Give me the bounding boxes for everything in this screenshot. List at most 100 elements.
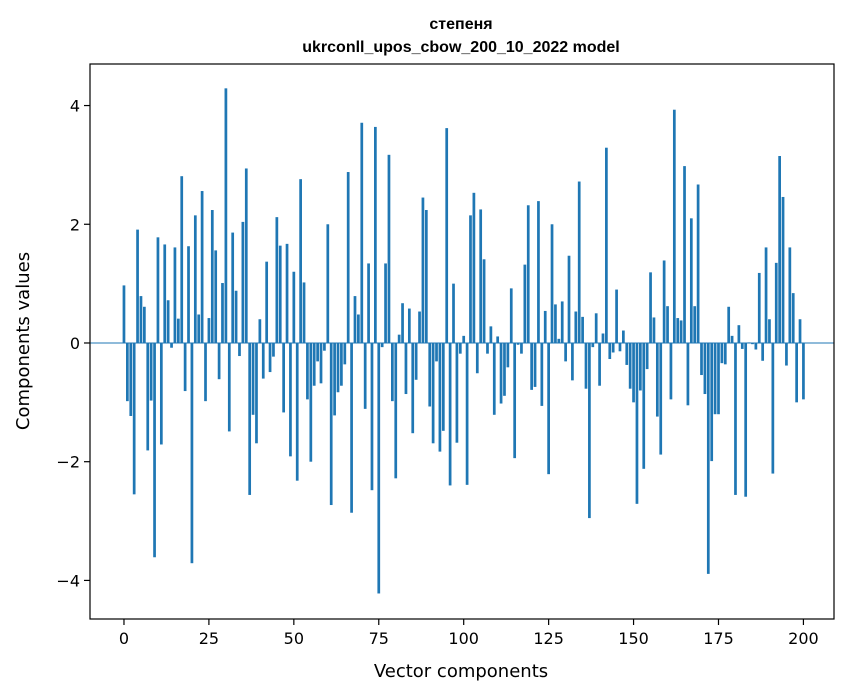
bar-17 — [180, 176, 184, 343]
bar-33 — [234, 290, 238, 343]
bar-22 — [197, 314, 201, 343]
bar-56 — [312, 342, 316, 386]
bar-175 — [717, 342, 720, 415]
bar-128 — [557, 338, 561, 343]
bar-60 — [326, 224, 330, 343]
bar-137 — [588, 342, 591, 519]
bar-76 — [380, 342, 384, 348]
bar-8 — [149, 342, 153, 401]
bar-32 — [231, 232, 235, 343]
bar-180 — [734, 342, 737, 495]
bar-121 — [533, 342, 537, 387]
bar-103 — [472, 192, 476, 343]
bar-54 — [306, 342, 309, 400]
bar-162 — [672, 109, 676, 343]
bar-124 — [543, 310, 547, 343]
plot-frame — [89, 63, 835, 620]
bar-173 — [710, 342, 714, 462]
bar-109 — [492, 342, 496, 415]
bar-142 — [605, 147, 608, 343]
bar-36 — [244, 168, 248, 343]
bar-122 — [537, 201, 540, 343]
bar-136 — [584, 342, 588, 389]
bar-66 — [346, 172, 350, 343]
x-tick-label-125: 125 — [533, 629, 564, 648]
bar-30 — [224, 88, 228, 343]
x-tick-label-200: 200 — [788, 629, 819, 648]
bar-94 — [441, 342, 445, 431]
bar-100 — [462, 335, 466, 343]
chart-title-line2: ukrconll_upos_cbow_200_10_2022 model — [302, 39, 619, 56]
bar-193 — [778, 156, 781, 343]
bar-159 — [662, 260, 666, 343]
bar-114 — [509, 288, 513, 343]
x-tick-label-100: 100 — [448, 629, 479, 648]
bar-7 — [146, 342, 150, 451]
y-tick-label-0: 0 — [70, 334, 80, 353]
bar-87 — [418, 311, 421, 343]
bar-183 — [744, 342, 748, 497]
bar-192 — [774, 262, 778, 343]
bar-165 — [683, 166, 686, 343]
y-tick-label--2: −2 — [56, 453, 80, 472]
bar-47 — [282, 342, 285, 413]
bar-69 — [357, 314, 360, 343]
bar-72 — [367, 263, 370, 343]
bar-43 — [268, 342, 272, 373]
y-tick-label-2: 2 — [70, 215, 80, 234]
x-axis-ticks: 0 25 50 75 100 125 150 175 200 — [119, 619, 819, 648]
bar-134 — [577, 181, 581, 343]
bar-95 — [445, 128, 449, 343]
bar-44 — [272, 342, 275, 357]
bar-55 — [309, 342, 313, 462]
x-tick-label-150: 150 — [618, 629, 649, 648]
bar-28 — [217, 342, 221, 380]
bar-79 — [391, 342, 394, 402]
bar-110 — [496, 336, 500, 343]
bar-71 — [363, 342, 367, 409]
bar-187 — [757, 272, 761, 343]
bar-145 — [615, 289, 618, 343]
bar-181 — [737, 325, 741, 343]
y-tick-label-4: 4 — [70, 97, 80, 116]
bar-26 — [210, 210, 214, 343]
bar-170 — [700, 342, 703, 376]
bar-119 — [526, 205, 530, 343]
bar-61 — [329, 342, 333, 506]
bar-77 — [384, 263, 387, 343]
bar-171 — [703, 342, 707, 395]
bar-172 — [706, 342, 710, 574]
bar-186 — [754, 342, 758, 350]
bar-146 — [618, 342, 622, 352]
bar-57 — [316, 342, 319, 362]
bar-190 — [768, 319, 771, 343]
bar-195 — [785, 342, 788, 366]
bar-40 — [258, 319, 262, 343]
bar-123 — [540, 342, 544, 406]
bar-74 — [374, 126, 377, 343]
bar-4 — [136, 229, 139, 343]
bar-169 — [696, 184, 700, 343]
bar-154 — [645, 342, 649, 370]
bar-42 — [265, 261, 269, 343]
bar-90 — [428, 342, 432, 407]
bar-19 — [187, 246, 190, 343]
bar-45 — [275, 217, 279, 343]
bar-143 — [608, 342, 612, 360]
bar-115 — [513, 342, 517, 459]
bar-185 — [751, 342, 754, 345]
bar-129 — [560, 301, 564, 343]
bar-11 — [159, 342, 163, 445]
bar-1 — [126, 342, 129, 402]
bar-39 — [255, 342, 258, 444]
bar-106 — [482, 259, 486, 343]
bar-168 — [693, 306, 697, 343]
bar-199 — [798, 319, 802, 343]
bar-148 — [625, 342, 629, 365]
bar-41 — [261, 342, 265, 379]
bar-179 — [730, 335, 734, 343]
bar-196 — [788, 247, 792, 343]
bar-88 — [421, 197, 425, 343]
bar-112 — [503, 342, 506, 396]
